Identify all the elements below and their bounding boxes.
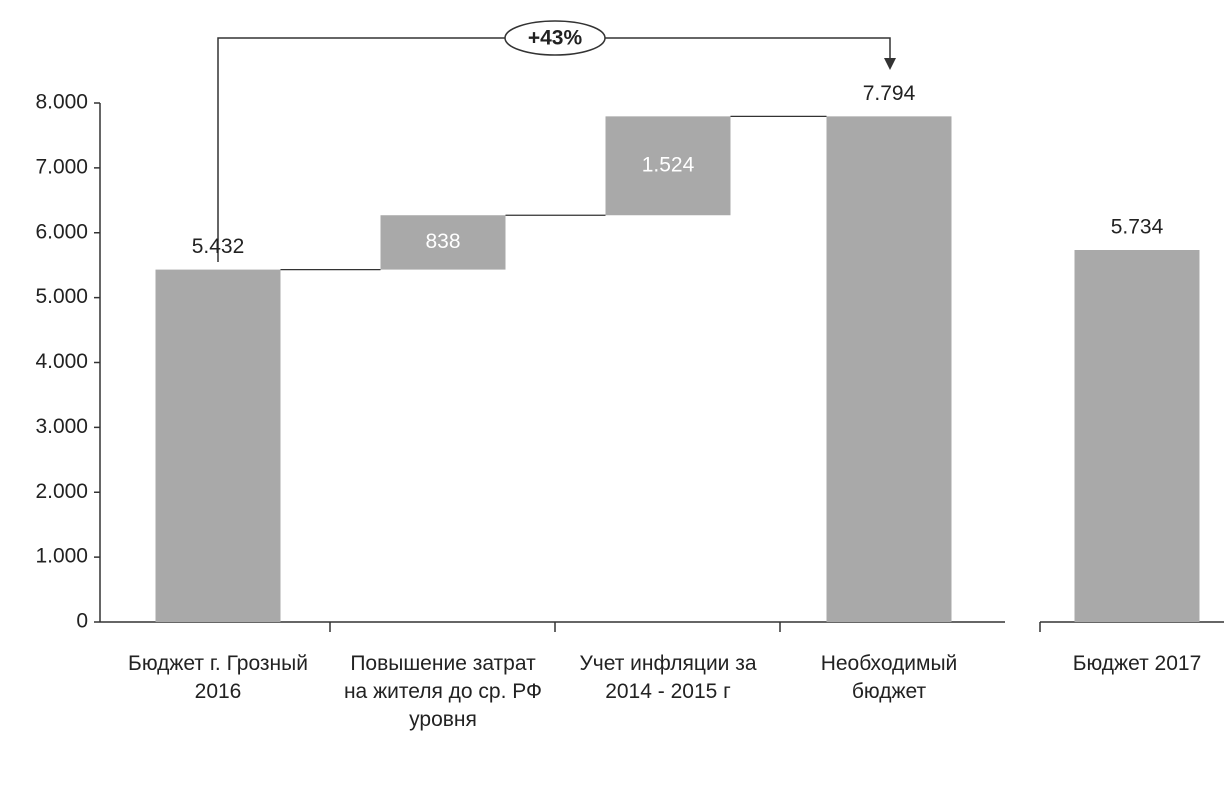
x-tick-label: Бюджет 2017 xyxy=(1072,652,1202,675)
x-tick-label: Необходимый бюджет xyxy=(820,652,958,703)
bar xyxy=(605,116,731,216)
value-label: 7.794 xyxy=(863,82,916,105)
annotation: +43% xyxy=(528,27,583,50)
x-tick-label: Учет инфляции за 2014 - 2015 г xyxy=(579,652,757,703)
y-tick-label: 3.000 xyxy=(35,415,88,438)
y-tick-label: 4.000 xyxy=(35,350,88,373)
x-tick-label: Повышение затрат на жителя до ср. РФ уро… xyxy=(343,652,543,731)
y-tick-label: 2.000 xyxy=(35,480,88,503)
bracket xyxy=(217,37,505,262)
arrow-head xyxy=(884,58,896,70)
value-label: 5.734 xyxy=(1111,216,1164,239)
y-tick-label: 1.000 xyxy=(35,545,88,568)
value-label: 838 xyxy=(425,230,460,253)
y-tick-label: 8.000 xyxy=(35,91,88,114)
bracket xyxy=(605,37,891,60)
y-tick-label: 0 xyxy=(76,610,88,633)
bar xyxy=(1074,250,1200,622)
bar xyxy=(380,215,506,270)
value-label: 5.432 xyxy=(192,235,245,258)
y-tick-label: 5.000 xyxy=(35,285,88,308)
y-tick-label: 6.000 xyxy=(35,220,88,243)
value-label: 1.524 xyxy=(642,153,695,176)
x-tick-label: Бюджет г. Грозный 2016 xyxy=(128,652,308,703)
annotation-ellipse xyxy=(504,20,606,56)
bar xyxy=(155,269,281,622)
y-tick-label: 7.000 xyxy=(35,155,88,178)
bar xyxy=(826,116,952,622)
